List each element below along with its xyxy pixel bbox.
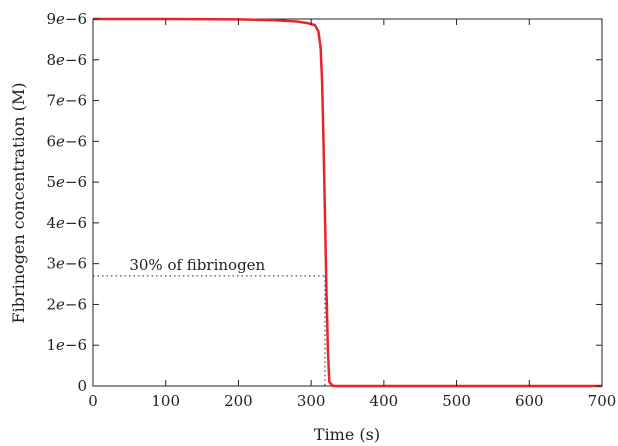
y-tick-e: e <box>56 132 65 150</box>
y-tick-label: 2e−6 <box>46 295 87 313</box>
x-tick-label: 200 <box>224 392 253 410</box>
y-axis-ticks: 01e−62e−63e−64e−65e−66e−67e−68e−69e−6 <box>46 10 602 395</box>
y-tick-exponent: −6 <box>65 214 87 232</box>
y-tick-label: 8e−6 <box>46 51 87 69</box>
y-tick-exponent: −6 <box>65 51 87 69</box>
y-tick-exponent: −6 <box>65 173 87 191</box>
y-tick-mantissa: 3 <box>46 255 56 273</box>
y-tick-label: 9e−6 <box>46 10 87 28</box>
plot-frame <box>92 18 603 387</box>
x-axis-title: Time (s) <box>314 425 380 444</box>
y-tick-mantissa: 6 <box>46 132 56 150</box>
y-axis-title: Fibrinogen concentration (M) <box>9 83 28 324</box>
y-tick-exponent: −6 <box>65 295 87 313</box>
y-tick-label: 5e−6 <box>46 173 87 191</box>
series-line <box>93 17 602 388</box>
y-tick-e: e <box>56 173 65 191</box>
x-tick-label: 500 <box>442 392 471 410</box>
y-tick-mantissa: 0 <box>77 377 87 395</box>
annotation-layer: 30% of fibrinogen <box>129 256 265 274</box>
x-tick-label: 300 <box>297 392 326 410</box>
y-tick-label: 1e−6 <box>46 336 87 354</box>
y-tick-mantissa: 2 <box>46 295 56 313</box>
y-tick-mantissa: 8 <box>46 51 56 69</box>
plot-border <box>92 18 603 387</box>
x-tick-label: 400 <box>370 392 399 410</box>
y-tick-e: e <box>56 295 65 313</box>
x-tick-label: 0 <box>88 392 98 410</box>
y-tick-label: 4e−6 <box>46 214 87 232</box>
y-tick-mantissa: 9 <box>46 10 56 28</box>
y-tick-exponent: −6 <box>65 255 87 273</box>
y-tick-exponent: −6 <box>65 92 87 110</box>
y-tick-mantissa: 1 <box>46 336 56 354</box>
y-tick-exponent: −6 <box>65 10 87 28</box>
y-tick-e: e <box>56 336 65 354</box>
x-tick-label: 700 <box>588 392 617 410</box>
y-tick-e: e <box>56 51 65 69</box>
series-layer <box>93 17 602 388</box>
x-axis-ticks: 0 100 200 300 400 500 600 700 <box>88 19 616 410</box>
y-tick-mantissa: 4 <box>46 214 56 232</box>
y-tick-label: 3e−6 <box>46 255 87 273</box>
y-tick-e: e <box>56 255 65 273</box>
y-tick-label: 7e−6 <box>46 92 87 110</box>
y-tick-exponent: −6 <box>65 336 87 354</box>
y-tick-mantissa: 7 <box>46 92 56 110</box>
x-tick-label: 600 <box>515 392 544 410</box>
y-tick-e: e <box>56 214 65 232</box>
threshold-annotation: 30% of fibrinogen <box>129 256 265 274</box>
x-tick-label: 100 <box>151 392 180 410</box>
reference-lines <box>93 275 326 386</box>
y-tick-label: 0 <box>77 377 87 395</box>
y-tick-mantissa: 5 <box>46 173 56 191</box>
y-tick-e: e <box>56 92 65 110</box>
y-tick-label: 6e−6 <box>46 132 87 150</box>
y-tick-e: e <box>56 10 65 28</box>
y-tick-exponent: −6 <box>65 132 87 150</box>
